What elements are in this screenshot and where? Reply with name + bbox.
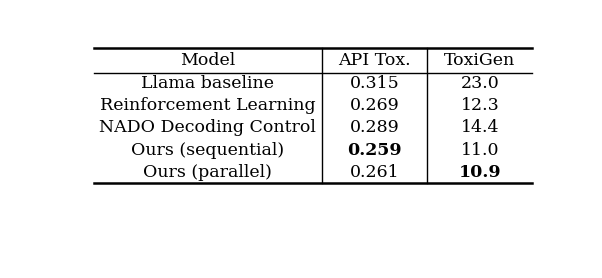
Text: 11.0: 11.0 (461, 142, 499, 158)
Text: Reinforcement Learning: Reinforcement Learning (100, 97, 316, 114)
Text: Llama baseline: Llama baseline (141, 75, 275, 92)
Text: ToxiGen: ToxiGen (444, 52, 515, 69)
Text: 0.315: 0.315 (350, 75, 400, 92)
Text: 0.269: 0.269 (350, 97, 400, 114)
Text: 10.9: 10.9 (459, 164, 501, 181)
Text: NADO Decoding Control: NADO Decoding Control (99, 120, 317, 136)
Text: 0.289: 0.289 (350, 120, 400, 136)
Text: API Tox.: API Tox. (338, 52, 411, 69)
Text: 14.4: 14.4 (461, 120, 499, 136)
Text: 23.0: 23.0 (461, 75, 499, 92)
Text: Ours (sequential): Ours (sequential) (131, 142, 285, 158)
Text: 12.3: 12.3 (461, 97, 499, 114)
Text: 0.261: 0.261 (350, 164, 399, 181)
Text: 0.259: 0.259 (347, 142, 402, 158)
Text: Ours (parallel): Ours (parallel) (143, 164, 272, 181)
Text: Model: Model (181, 52, 235, 69)
